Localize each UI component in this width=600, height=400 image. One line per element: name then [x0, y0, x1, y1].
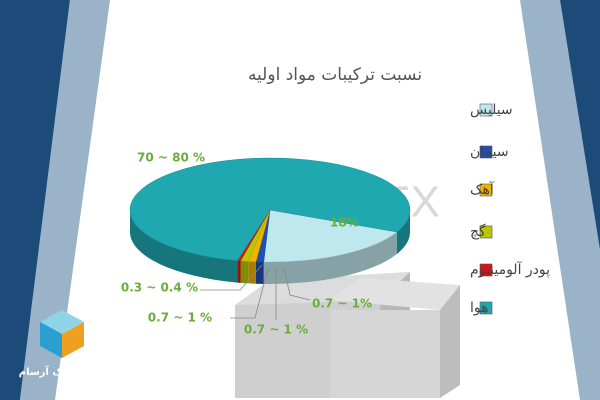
stripe-left: [0, 0, 70, 400]
legend-label: آهک: [470, 181, 495, 198]
legend-swatch: [479, 183, 493, 197]
slice-side: [240, 260, 249, 284]
legend-label: گچ: [470, 223, 486, 240]
data-label: 0.7 ~ 1 %: [148, 311, 212, 325]
legend-swatch: [479, 145, 493, 159]
leader-lines: [200, 264, 311, 320]
slice: [129, 157, 411, 261]
data-label: 18%: [330, 216, 359, 230]
legend-label: سیلیس: [470, 102, 513, 118]
slice: [263, 209, 398, 263]
slice-side: [263, 231, 397, 284]
data-label: 0.7 ~ 1%: [312, 297, 372, 311]
legend-label: سیمان: [470, 144, 509, 160]
data-label: 70 ~ 80 %: [137, 151, 205, 165]
pie: [129, 157, 411, 284]
legend-swatch: [479, 301, 493, 315]
logo: [40, 310, 84, 358]
slice-side: [248, 261, 256, 284]
legend-label: پودر آلومینیوم: [470, 261, 550, 278]
legend-swatch: [479, 103, 493, 117]
legend-swatch: [479, 263, 493, 277]
data-label: 0.3 ~ 0.4 %: [121, 281, 198, 295]
stripe-left-light: [20, 0, 110, 400]
slice-side: [255, 261, 264, 284]
legend-swatch: [479, 225, 493, 239]
chart-title: نسبت ترکیبات مواد اولیه: [248, 65, 422, 85]
slice-side: [237, 260, 241, 283]
slice-side: [396, 210, 410, 254]
logo-text: سازه سبک آرسام: [19, 365, 106, 378]
stripe-right-light: [520, 0, 600, 400]
stripe-right: [560, 0, 600, 250]
blocks: [235, 272, 460, 398]
slice-side: [130, 210, 238, 283]
data-label: 0.7 ~ 1 %: [244, 323, 308, 337]
legend-label: هوا: [470, 300, 489, 316]
